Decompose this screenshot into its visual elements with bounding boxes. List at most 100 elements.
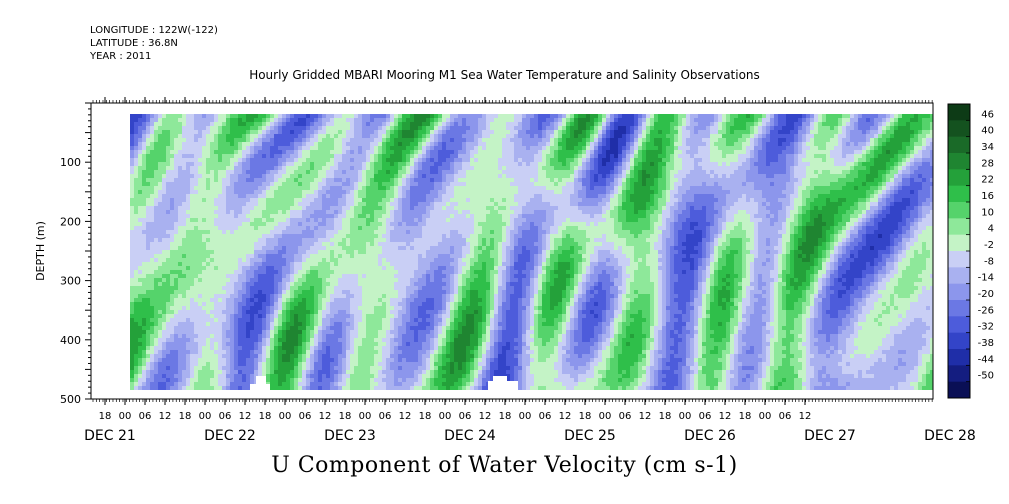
heatmap-cell (330, 186, 334, 190)
heatmap-cell (322, 202, 326, 206)
heatmap-cell (366, 170, 370, 174)
heatmap-cell (330, 334, 334, 338)
heatmap-cell (186, 366, 190, 370)
heatmap-cell (198, 290, 202, 294)
heatmap-cell (354, 214, 358, 218)
heatmap-cell (166, 266, 170, 270)
heatmap-cell (254, 266, 258, 270)
heatmap-cell (250, 198, 254, 202)
heatmap-cell (290, 166, 294, 170)
heatmap-cell (350, 294, 354, 298)
heatmap-cell (310, 346, 314, 350)
heatmap-cell (230, 266, 234, 270)
heatmap-cell (210, 322, 214, 326)
heatmap-cell (134, 314, 138, 318)
heatmap-cell (242, 206, 246, 210)
heatmap-cell (206, 222, 210, 226)
heatmap-cell (346, 126, 350, 130)
heatmap-cell (314, 386, 318, 390)
heatmap-cell (202, 282, 206, 286)
heatmap-cell (270, 334, 274, 338)
heatmap-cell (238, 358, 242, 362)
heatmap-cell (178, 254, 182, 258)
heatmap-cell (322, 366, 326, 370)
heatmap-cell (210, 262, 214, 266)
heatmap-cell (270, 318, 274, 322)
heatmap-cell (402, 386, 406, 390)
heatmap-cell (142, 322, 146, 326)
heatmap-cell (166, 214, 170, 218)
heatmap-cell (378, 230, 382, 234)
heatmap-cell (206, 258, 210, 262)
heatmap-cell (262, 298, 266, 302)
heatmap-cell (134, 178, 138, 182)
heatmap-cell (322, 338, 326, 342)
heatmap-cell (410, 306, 414, 310)
heatmap-cell (218, 154, 222, 158)
heatmap-cell (198, 282, 202, 286)
heatmap-cell (302, 318, 306, 322)
heatmap-cell (150, 146, 154, 150)
heatmap-cell (194, 146, 198, 150)
heatmap-cell (366, 162, 370, 166)
heatmap-cell (342, 334, 346, 338)
heatmap-cell (330, 234, 334, 238)
heatmap-cell (206, 206, 210, 210)
heatmap-cell (410, 206, 414, 210)
heatmap-cell (278, 278, 282, 282)
heatmap-cell (378, 270, 382, 274)
heatmap-cell (266, 114, 270, 118)
heatmap-cell (306, 118, 310, 122)
heatmap-cell (306, 262, 310, 266)
heatmap-cell (390, 386, 394, 390)
heatmap-cell (162, 190, 166, 194)
heatmap-cell (358, 166, 362, 170)
heatmap-cell (354, 314, 358, 318)
heatmap-cell (274, 150, 278, 154)
heatmap-cell (394, 278, 398, 282)
heatmap-cell (270, 210, 274, 214)
heatmap-cell (246, 370, 250, 374)
heatmap-cell (350, 242, 354, 246)
heatmap-cell (150, 286, 154, 290)
heatmap-cell (138, 238, 142, 242)
heatmap-cell (166, 358, 170, 362)
heatmap-cell (154, 262, 158, 266)
heatmap-cell (202, 270, 206, 274)
heatmap-cell (402, 138, 406, 142)
heatmap-cell (134, 318, 138, 322)
heatmap-cell (354, 146, 358, 150)
heatmap-cell (366, 190, 370, 194)
heatmap-cell (162, 146, 166, 150)
heatmap-cell (182, 366, 186, 370)
heatmap-cell (218, 174, 222, 178)
heatmap-cell (302, 310, 306, 314)
heatmap-cell (134, 238, 138, 242)
heatmap-cell (162, 262, 166, 266)
heatmap-cell (186, 134, 190, 138)
heatmap-cell (350, 126, 354, 130)
heatmap-cell (322, 302, 326, 306)
heatmap-cell (202, 286, 206, 290)
heatmap-cell (406, 250, 410, 254)
heatmap-cell (238, 318, 242, 322)
heatmap-cell (194, 198, 198, 202)
heatmap-cell (198, 214, 202, 218)
heatmap-cell (342, 262, 346, 266)
heatmap-cell (258, 302, 262, 306)
heatmap-cell (366, 254, 370, 258)
heatmap-cell (182, 170, 186, 174)
heatmap-cell (258, 226, 262, 230)
heatmap-cell (294, 214, 298, 218)
heatmap-cell (218, 338, 222, 342)
heatmap-cell (142, 166, 146, 170)
heatmap-cell (382, 138, 386, 142)
heatmap-cell (270, 254, 274, 258)
heatmap-cell (230, 118, 234, 122)
heatmap-cell (334, 190, 338, 194)
heatmap-cell (366, 150, 370, 154)
heatmap-cell (278, 370, 282, 374)
heatmap-cell (350, 146, 354, 150)
heatmap-cell (270, 350, 274, 354)
heatmap-cell (318, 206, 322, 210)
